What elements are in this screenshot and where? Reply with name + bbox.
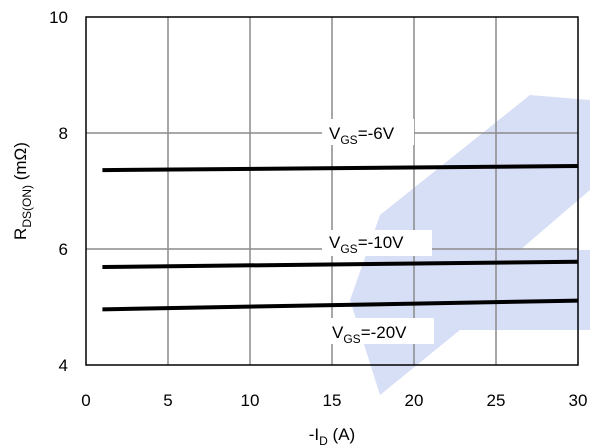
- x-axis-label: -ID (A): [309, 425, 355, 446]
- y-axis-label: RDS(ON) (mΩ): [11, 142, 34, 240]
- y-tick-label: 4: [59, 356, 68, 375]
- svg-text:VGS=-20V: VGS=-20V: [332, 323, 407, 346]
- svg-text:VGS=-10V: VGS=-10V: [329, 233, 404, 256]
- x-tick-label: 25: [487, 391, 506, 410]
- series-label-vgs-10v: VGS=-10V: [322, 230, 432, 256]
- svg-text:VGS=-6V: VGS=-6V: [329, 124, 395, 147]
- y-tick-label: 6: [59, 240, 68, 259]
- y-tick-label: 10: [49, 8, 68, 27]
- x-tick-label: 0: [81, 391, 90, 410]
- series-line-0: [102, 164, 579, 173]
- series-label-vgs-6v: VGS=-6V: [322, 119, 414, 147]
- x-tick-label: 30: [569, 391, 588, 410]
- x-tick-label: 20: [405, 391, 424, 410]
- series-lines: [102, 164, 579, 312]
- x-tick-label: 15: [323, 391, 342, 410]
- series-line-1: [102, 259, 579, 269]
- x-tick-label: 10: [241, 391, 260, 410]
- x-tick-labels: 0 5 10 15 20 25 30: [81, 391, 587, 410]
- y-tick-labels: 4 6 8 10: [49, 8, 68, 375]
- series-line-2: [102, 298, 579, 312]
- plot-frame: [85, 16, 579, 366]
- x-tick-label: 5: [163, 391, 172, 410]
- y-tick-label: 8: [59, 124, 68, 143]
- series-label-vgs-20v: VGS=-20V: [326, 318, 434, 346]
